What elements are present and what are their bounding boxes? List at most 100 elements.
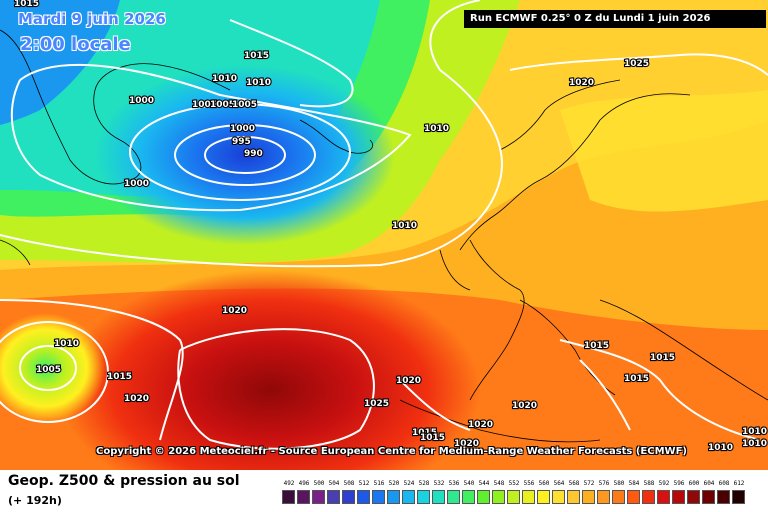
legend-swatch <box>537 490 550 504</box>
legend-label: 572 <box>583 480 595 487</box>
legend-swatch <box>642 490 655 504</box>
pressure-label: 1015 <box>412 428 437 438</box>
legend-label: 604 <box>703 480 715 487</box>
legend-label: 568 <box>568 480 580 487</box>
legend-swatch <box>612 490 625 504</box>
legend-label: 612 <box>733 480 745 487</box>
legend-label: 520 <box>388 480 400 487</box>
pressure-label: 1020 <box>468 420 493 430</box>
legend-swatch <box>462 490 475 504</box>
pressure-label: 1020 <box>222 306 247 316</box>
legend-label: 608 <box>718 480 730 487</box>
legend-label: 508 <box>343 480 355 487</box>
legend-label: 516 <box>373 480 385 487</box>
cutoff-low <box>0 313 105 423</box>
pressure-label: 1025 <box>624 59 649 69</box>
pressure-label: 1000 <box>124 179 149 189</box>
pressure-label: 1010 <box>246 78 271 88</box>
isobars <box>0 0 768 450</box>
low-pressure-core <box>95 65 395 245</box>
legend-label: 524 <box>403 480 415 487</box>
pressure-label: 1015 <box>107 372 132 382</box>
legend-swatch <box>702 490 715 504</box>
legend-swatch <box>567 490 580 504</box>
legend-swatch <box>657 490 670 504</box>
legend-label: 556 <box>523 480 535 487</box>
legend-label: 492 <box>283 480 295 487</box>
pressure-label: 1020 <box>454 439 479 449</box>
legend-label: 544 <box>478 480 490 487</box>
valid-date: Mardi 9 juin 2026 <box>18 10 166 28</box>
color-legend: 492 496 500 504 508 512 516 520 524 528 532 536 540 5… <box>282 480 745 510</box>
legend-swatch <box>342 490 355 504</box>
legend-label: 584 <box>628 480 640 487</box>
copyright-notice: Copyright © 2026 Meteociel.fr - Source E… <box>96 446 687 457</box>
pressure-label: 1015 <box>650 353 675 363</box>
legend-swatch <box>387 490 400 504</box>
legend-label: 592 <box>658 480 670 487</box>
pressure-label: 1010 <box>212 74 237 84</box>
z500-field-nw-blue <box>0 0 120 125</box>
pressure-label: 1010 <box>54 339 79 349</box>
legend-swatch <box>732 490 745 504</box>
forecast-lead-time: (+ 192h) <box>8 494 62 507</box>
legend-swatch <box>627 490 640 504</box>
z500-field-east-light <box>560 90 768 212</box>
pressure-label: 1015 <box>14 0 39 9</box>
legend-label: 496 <box>298 480 310 487</box>
pressure-label: 1020 <box>569 78 594 88</box>
legend-label: 580 <box>613 480 625 487</box>
legend-swatch <box>372 490 385 504</box>
legend-label: 536 <box>448 480 460 487</box>
pressure-label: 1010 <box>424 124 449 134</box>
legend-swatch <box>687 490 700 504</box>
pressure-label: 1000 <box>230 124 255 134</box>
valid-time: 2:00 locale <box>20 34 131 55</box>
legend-swatch <box>432 490 445 504</box>
legend-swatch <box>507 490 520 504</box>
legend-swatch <box>477 490 490 504</box>
legend-swatch <box>492 490 505 504</box>
model-run-label: Run ECMWF 0.25° 0 Z du Lundi 1 juin 2026 <box>464 10 766 28</box>
pressure-label: 1010 <box>742 427 767 437</box>
legend-label: 564 <box>553 480 565 487</box>
pressure-label: 990 <box>244 149 263 159</box>
legend-swatch <box>447 490 460 504</box>
pressure-label: 1015 <box>624 374 649 384</box>
map-footer: Geop. Z500 & pression au sol (+ 192h) 49… <box>0 470 768 512</box>
legend-label: 600 <box>688 480 700 487</box>
legend-label: 560 <box>538 480 550 487</box>
legend-swatch <box>312 490 325 504</box>
map-title: Geop. Z500 & pression au sol <box>8 473 240 489</box>
pressure-label: 1015 <box>244 51 269 61</box>
weather-map: 1015 1015 1010 1010 1005 1005 1005 1000 … <box>0 0 768 470</box>
pressure-labels: 1015 1015 1010 1010 1005 1005 1005 1000 … <box>13 0 768 454</box>
legend-swatch <box>522 490 535 504</box>
pressure-label: 1010 <box>742 439 767 449</box>
legend-label: 504 <box>328 480 340 487</box>
pressure-label: 1015 <box>420 433 445 443</box>
legend-label: 596 <box>673 480 685 487</box>
pressure-label: 1025 <box>364 399 389 409</box>
pressure-label: 1020 <box>124 394 149 404</box>
legend-swatch <box>672 490 685 504</box>
legend-swatch <box>597 490 610 504</box>
pressure-label: 1005 <box>192 100 217 110</box>
legend-label: 548 <box>493 480 505 487</box>
legend-swatch <box>717 490 730 504</box>
pressure-label: 1020 <box>512 401 537 411</box>
legend-swatch <box>552 490 565 504</box>
legend-label: 540 <box>463 480 475 487</box>
legend-label: 500 <box>313 480 325 487</box>
legend-swatch <box>327 490 340 504</box>
legend-label: 532 <box>433 480 445 487</box>
legend-label: 512 <box>358 480 370 487</box>
legend-label: 576 <box>598 480 610 487</box>
pressure-label: 1005 <box>232 100 257 110</box>
legend-swatch <box>357 490 370 504</box>
legend-swatch <box>582 490 595 504</box>
pressure-label: 995 <box>232 137 251 147</box>
pressure-label: 1010 <box>708 443 733 453</box>
legend-swatch <box>402 490 415 504</box>
pressure-label: 1000 <box>129 96 154 106</box>
